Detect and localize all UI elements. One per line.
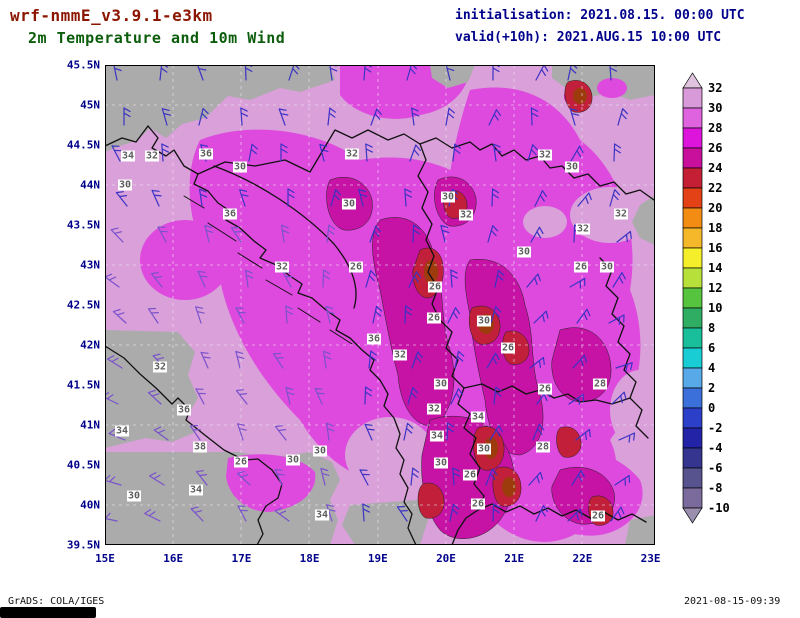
lat-label: 44.5N — [66, 138, 100, 152]
wind-barbs-purple — [105, 224, 336, 522]
colorbar-tick-label: 4 — [708, 361, 715, 375]
colorbar-tick-label: 24 — [708, 161, 722, 175]
initialisation-time: initialisation: 2021.08.15. 00:00 UTC — [455, 8, 745, 23]
lon-label: 16E — [163, 552, 184, 565]
lat-label: 42N — [80, 338, 100, 352]
wind-barbs-blue — [111, 65, 636, 522]
grads-credit: GrADS: COLA/IGES — [8, 596, 105, 607]
colorbar-segment — [682, 227, 703, 249]
temperature-field — [105, 65, 655, 545]
colorbar-segment — [682, 107, 703, 129]
colorbar-segment — [682, 347, 703, 369]
colorbar-tick-label: 6 — [708, 341, 715, 355]
colorbar-segment — [682, 487, 703, 509]
map-frame — [105, 65, 655, 545]
colorbar-segment — [682, 127, 703, 149]
colorbar-segment — [682, 387, 703, 409]
colorbar-segment — [682, 167, 703, 189]
lon-label: 15E — [95, 552, 115, 565]
lon-label: 21E — [504, 552, 525, 565]
colorbar-tick-label: -8 — [708, 481, 722, 495]
colorbar-segment — [682, 327, 703, 349]
model-title: wrf-nmmE_v3.9.1-e3km — [10, 6, 213, 25]
lon-label: 19E — [367, 552, 388, 565]
colorbar-tick-label: 8 — [708, 321, 715, 335]
lat-label: 41.5N — [66, 378, 100, 392]
colorbar-arrow-top — [682, 72, 703, 89]
lat-label: 43N — [80, 258, 100, 272]
italy-coastline — [105, 345, 283, 545]
taskbar-fragment — [0, 607, 96, 618]
lon-label: 18E — [299, 552, 320, 565]
graticule — [105, 65, 655, 545]
product-title: 2m Temperature and 10m Wind — [28, 29, 286, 47]
wind-barbs — [105, 65, 636, 522]
colorbar-tick-label: 12 — [708, 281, 722, 295]
colorbar-segment — [682, 467, 703, 489]
colorbar-segment — [682, 187, 703, 209]
lat-label: 45N — [80, 98, 100, 112]
colorbar-tick-label: 22 — [708, 181, 722, 195]
colorbar-segment — [682, 87, 703, 109]
colorbar-tick-label: 16 — [708, 241, 722, 255]
colorbar-tick-label: 14 — [708, 261, 722, 275]
colorbar-tick-label: -4 — [708, 441, 722, 455]
colorbar-tick-label: 0 — [708, 401, 715, 415]
islands — [183, 195, 353, 345]
north-border — [105, 125, 655, 201]
colorbar-segment — [682, 247, 703, 269]
colorbar-tick-label: 10 — [708, 301, 722, 315]
colorbar-segment — [682, 367, 703, 389]
colorbar-tick-label: -2 — [708, 421, 722, 435]
colorbar-segment — [682, 447, 703, 469]
lat-label: 40.5N — [66, 458, 100, 472]
lat-label: 39.5N — [66, 538, 100, 552]
colorbar-segment — [682, 147, 703, 169]
lon-label: 17E — [231, 552, 252, 565]
colorbar-tick-label: -10 — [708, 501, 730, 515]
lon-label: 22E — [572, 552, 593, 565]
creation-timestamp: 2021-08-15-09:39 — [684, 596, 781, 607]
lat-label: 42.5N — [66, 298, 100, 312]
colorbar-tick-label: 26 — [708, 141, 722, 155]
colorbar-segment — [682, 307, 703, 329]
bulgaria-border — [599, 257, 649, 439]
lat-label: 41N — [80, 418, 100, 432]
map-canvas — [105, 65, 655, 545]
bosnia-border — [213, 165, 357, 309]
lat-label: 43.5N — [66, 218, 100, 232]
colorbar-tick-label: 18 — [708, 221, 722, 235]
colorbar-tick-label: 28 — [708, 121, 722, 135]
lat-label: 44N — [80, 178, 100, 192]
colorbar-tick-label: 2 — [708, 381, 715, 395]
adriatic-coastline — [147, 125, 417, 545]
colorbar-tick-label: -6 — [708, 461, 722, 475]
lon-label: 23E — [640, 552, 661, 565]
colorbar-segment — [682, 207, 703, 229]
colorbar-tick-label: 30 — [708, 101, 722, 115]
colorbar-segment — [682, 407, 703, 429]
colorbar-arrow-bottom — [682, 507, 703, 524]
colorbar-segment — [682, 267, 703, 289]
colorbar-segment — [682, 287, 703, 309]
colorbar-segment — [682, 427, 703, 449]
colorbar-tick-label: 32 — [708, 81, 722, 95]
greece-border — [451, 503, 647, 545]
valid-time: valid(+10h): 2021.AUG.15 10:00 UTC — [455, 30, 722, 45]
colorbar-tick-label: 20 — [708, 201, 722, 215]
lat-label: 40N — [80, 498, 100, 512]
lat-label: 45.5N — [66, 58, 100, 72]
lon-label: 20E — [436, 552, 456, 565]
